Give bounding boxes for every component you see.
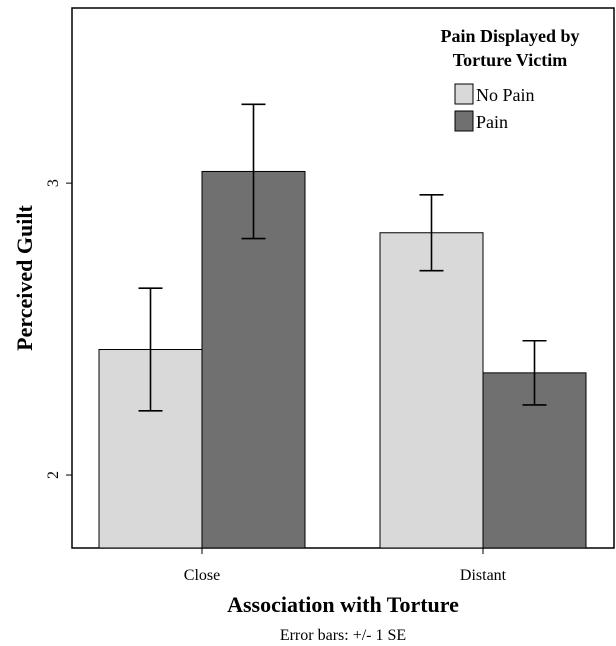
error-bar-close-no-pain: [138, 287, 163, 412]
legend-title-line-2: Torture Victim: [453, 50, 568, 70]
y-axis-title: Perceived Guilt: [12, 205, 37, 351]
legend: Pain Displayed by Torture Victim No Pain…: [440, 26, 579, 132]
error-bars-layer: [138, 103, 547, 412]
error-bar-close-pain: [241, 103, 266, 240]
y-tick-label: 2: [45, 471, 62, 479]
error-bar-distant-no-pain: [419, 194, 444, 272]
x-axis-title: Association with Torture: [227, 592, 459, 617]
legend-swatch-no-pain: [454, 83, 474, 105]
x-tick-label: Distant: [460, 567, 507, 584]
x-tick-label: Close: [184, 567, 220, 584]
legend-title-line-1: Pain Displayed by: [440, 26, 579, 46]
legend-label-no-pain: No Pain: [476, 85, 535, 105]
bar-distant-no-pain: [379, 232, 484, 549]
legend-label-pain: Pain: [476, 112, 508, 132]
y-ticks-layer: 23: [45, 179, 72, 479]
legend-swatch-pain: [454, 110, 474, 132]
error-bar-distant-pain: [522, 339, 547, 406]
y-tick-label: 3: [45, 179, 62, 187]
error-bar-note: Error bars: +/- 1 SE: [280, 627, 406, 644]
x-ticks-layer: Close Distant: [184, 548, 507, 584]
